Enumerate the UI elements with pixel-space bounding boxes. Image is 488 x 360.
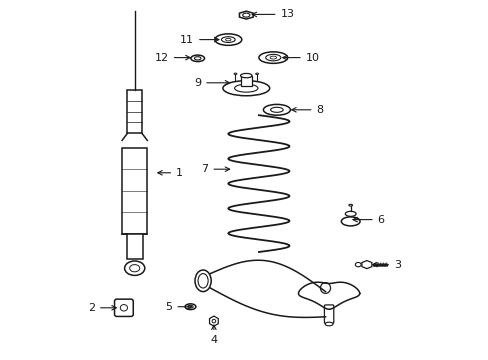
Ellipse shape — [348, 204, 352, 206]
Ellipse shape — [341, 217, 359, 226]
Ellipse shape — [212, 319, 215, 323]
Ellipse shape — [198, 274, 208, 288]
Ellipse shape — [187, 305, 193, 308]
Polygon shape — [239, 11, 253, 19]
Text: 10: 10 — [282, 53, 319, 63]
Text: 6: 6 — [352, 215, 384, 225]
Ellipse shape — [255, 73, 258, 75]
Polygon shape — [361, 261, 371, 269]
Ellipse shape — [120, 305, 127, 311]
Ellipse shape — [258, 52, 287, 63]
Ellipse shape — [355, 262, 361, 267]
Ellipse shape — [195, 270, 211, 292]
Text: 1: 1 — [158, 168, 183, 178]
Ellipse shape — [270, 107, 283, 112]
Text: 9: 9 — [194, 78, 229, 88]
Text: 5: 5 — [165, 302, 191, 312]
Ellipse shape — [221, 37, 235, 42]
FancyBboxPatch shape — [126, 234, 142, 259]
FancyBboxPatch shape — [114, 299, 133, 316]
Ellipse shape — [225, 39, 230, 41]
Ellipse shape — [223, 81, 269, 96]
Ellipse shape — [234, 73, 237, 75]
Ellipse shape — [190, 55, 204, 62]
FancyBboxPatch shape — [324, 305, 333, 323]
Text: 13: 13 — [252, 9, 294, 19]
Ellipse shape — [185, 304, 196, 310]
Ellipse shape — [124, 261, 144, 275]
Ellipse shape — [240, 73, 251, 78]
Ellipse shape — [269, 56, 276, 59]
Ellipse shape — [194, 57, 201, 60]
Ellipse shape — [345, 211, 355, 216]
Ellipse shape — [214, 34, 241, 45]
Text: 4: 4 — [210, 325, 217, 345]
FancyBboxPatch shape — [122, 148, 147, 234]
Text: 8: 8 — [291, 105, 323, 115]
Text: 7: 7 — [201, 164, 229, 174]
Text: 3: 3 — [372, 260, 400, 270]
FancyBboxPatch shape — [127, 90, 142, 133]
Polygon shape — [209, 316, 218, 326]
Ellipse shape — [234, 84, 258, 92]
Ellipse shape — [263, 104, 290, 115]
Text: 2: 2 — [88, 303, 116, 313]
Ellipse shape — [325, 322, 332, 326]
Ellipse shape — [129, 265, 140, 272]
Text: 11: 11 — [180, 35, 219, 45]
Ellipse shape — [320, 283, 330, 293]
Ellipse shape — [265, 54, 280, 61]
Text: 12: 12 — [155, 53, 190, 63]
FancyBboxPatch shape — [240, 76, 251, 86]
Ellipse shape — [242, 13, 249, 17]
